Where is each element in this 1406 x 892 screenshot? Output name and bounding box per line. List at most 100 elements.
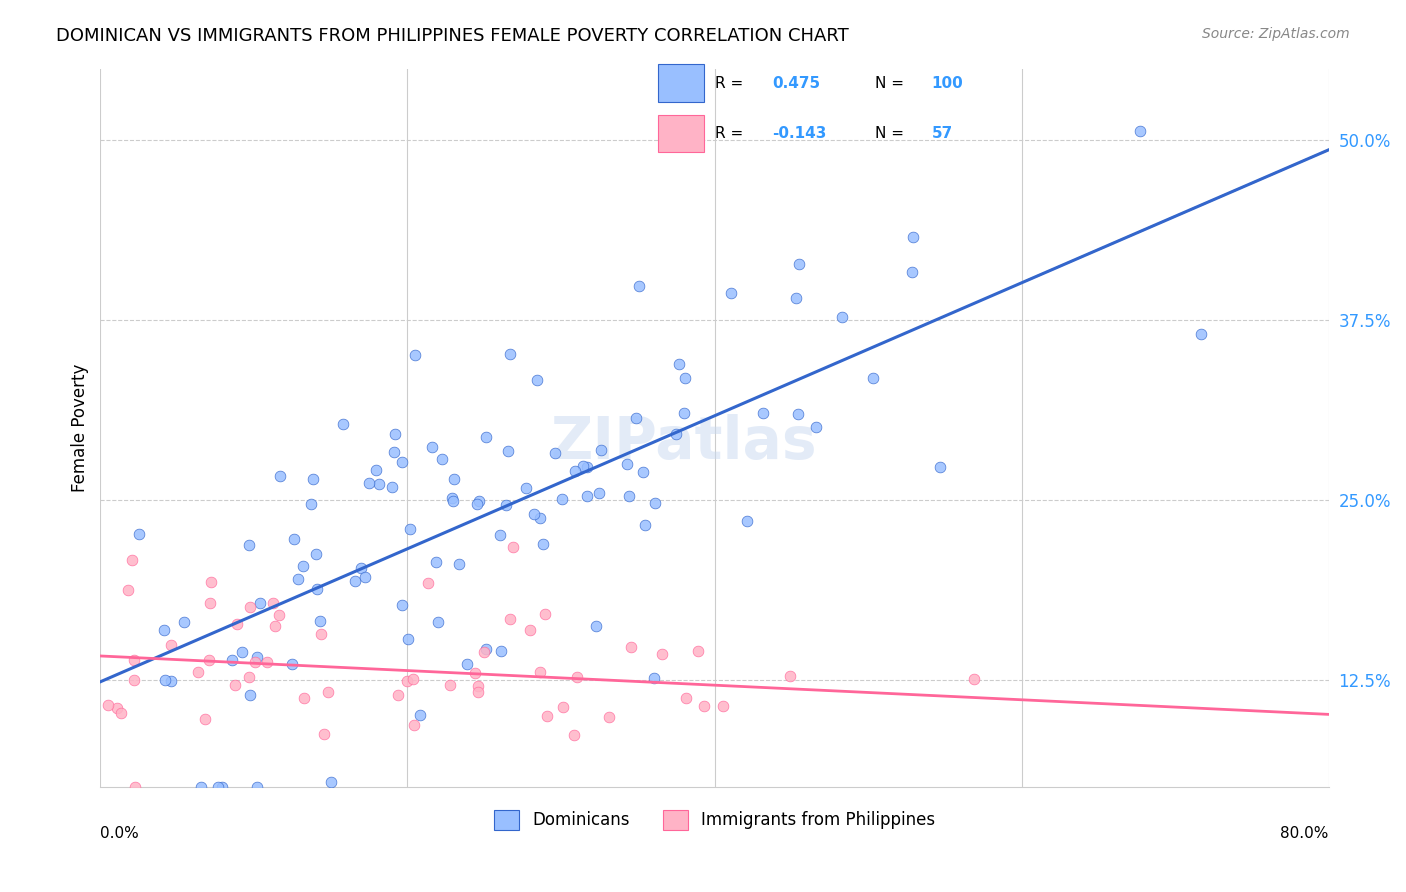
Text: R =: R =: [716, 76, 748, 91]
Point: [246, 650, 269, 665]
Point: [404, 717, 426, 731]
Point: [475, 642, 498, 657]
Text: 80.0%: 80.0%: [1281, 826, 1329, 841]
Point: [316, 684, 339, 698]
Text: N =: N =: [875, 127, 908, 141]
Point: [409, 707, 432, 722]
Point: [256, 655, 278, 669]
Point: [735, 514, 758, 528]
Point: [575, 489, 598, 503]
Point: [673, 371, 696, 385]
Point: [105, 701, 128, 715]
Point: [309, 614, 332, 628]
Point: [359, 476, 381, 491]
Point: [269, 608, 291, 623]
Point: [585, 619, 607, 633]
Point: [381, 480, 404, 494]
Point: [668, 357, 690, 371]
Point: [160, 638, 183, 652]
Point: [249, 597, 271, 611]
Point: [384, 426, 406, 441]
Point: [472, 645, 495, 659]
Point: [665, 427, 688, 442]
Text: -0.143: -0.143: [772, 127, 827, 141]
Point: [283, 532, 305, 546]
Point: [534, 607, 557, 622]
Point: [124, 780, 146, 794]
Point: [502, 541, 524, 555]
Point: [425, 555, 447, 569]
Point: [396, 632, 419, 646]
Point: [519, 623, 541, 637]
Point: [304, 547, 326, 561]
Point: [402, 672, 425, 686]
Point: [900, 265, 922, 279]
Point: [391, 455, 413, 469]
Point: [1189, 326, 1212, 341]
Point: [693, 698, 716, 713]
Point: [675, 690, 697, 705]
Point: [901, 230, 924, 244]
Point: [711, 699, 734, 714]
Point: [312, 727, 335, 741]
Point: [553, 700, 575, 714]
Point: [264, 618, 287, 632]
Point: [544, 446, 567, 460]
Point: [785, 291, 807, 305]
Point: [591, 442, 613, 457]
Point: [211, 780, 233, 795]
Point: [443, 472, 465, 486]
Point: [224, 678, 246, 692]
Point: [395, 674, 418, 689]
Point: [281, 657, 304, 672]
Point: [128, 527, 150, 541]
Point: [686, 644, 709, 658]
Point: [498, 347, 520, 361]
Point: [194, 712, 217, 726]
Point: [529, 665, 551, 679]
Point: [292, 691, 315, 706]
Point: [533, 536, 555, 550]
Point: [598, 709, 620, 723]
Point: [287, 572, 309, 586]
Point: [159, 674, 181, 689]
Text: 0.0%: 0.0%: [100, 826, 139, 841]
Point: [122, 653, 145, 667]
Point: [467, 685, 489, 699]
Point: [529, 511, 551, 525]
Point: [644, 496, 666, 510]
Point: [488, 528, 510, 542]
Point: [198, 653, 221, 667]
Point: [624, 410, 647, 425]
Point: [350, 560, 373, 574]
Point: [627, 278, 650, 293]
Point: [239, 689, 262, 703]
Point: [97, 698, 120, 712]
Point: [564, 464, 586, 478]
Point: [173, 615, 195, 629]
Legend: Dominicans, Immigrants from Philippines: Dominicans, Immigrants from Philippines: [486, 803, 942, 837]
Point: [963, 672, 986, 686]
Point: [643, 671, 665, 685]
Text: ZIPatlas: ZIPatlas: [551, 414, 817, 471]
Point: [430, 451, 453, 466]
Point: [440, 491, 463, 505]
Point: [152, 623, 174, 637]
Point: [404, 348, 426, 362]
Point: [344, 574, 367, 588]
Point: [465, 497, 488, 511]
Point: [311, 627, 333, 641]
Point: [1129, 124, 1152, 138]
Point: [551, 491, 574, 506]
Point: [243, 655, 266, 669]
Point: [495, 498, 517, 512]
FancyBboxPatch shape: [658, 114, 704, 152]
Point: [804, 420, 827, 434]
Point: [117, 583, 139, 598]
Point: [468, 493, 491, 508]
Point: [439, 678, 461, 692]
Point: [321, 775, 343, 789]
Point: [522, 507, 544, 521]
Point: [382, 445, 405, 459]
Point: [399, 522, 422, 536]
